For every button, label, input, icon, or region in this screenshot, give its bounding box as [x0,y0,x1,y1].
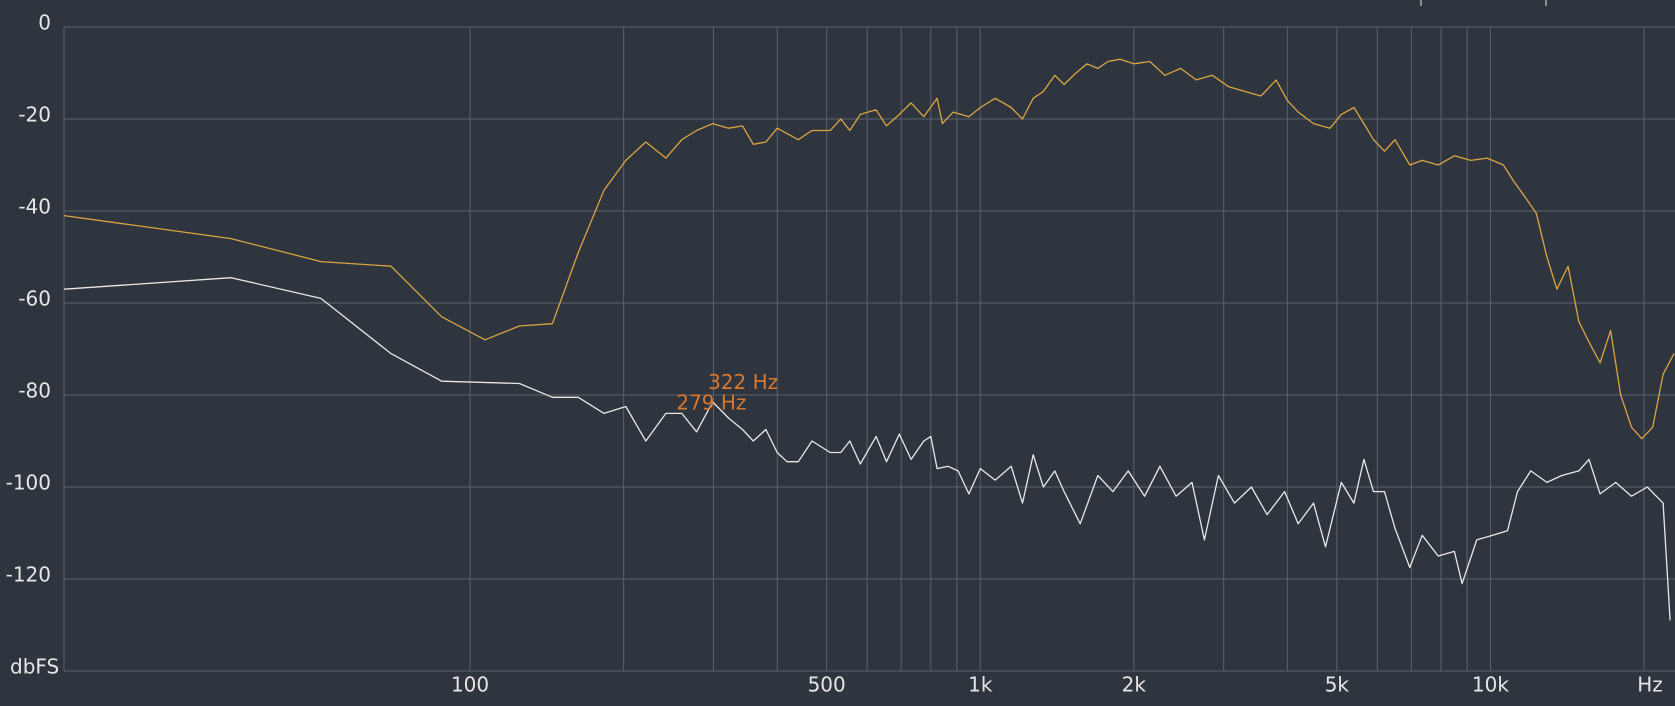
x-tick-label: 5k [1325,673,1350,697]
x-tick-label: 1k [968,673,993,697]
peak-annotation: 322 Hz [708,370,778,394]
y-tick-label: 0 [38,11,51,35]
x-tick-label: 100 [451,673,489,697]
x-tick-label: 10k [1472,673,1509,697]
y-tick-label: -120 [6,563,51,587]
y-tick-label: -20 [18,103,51,127]
x-tick-label: 2k [1122,673,1147,697]
y-tick-label: -60 [18,287,51,311]
y-tick-label: -80 [18,379,51,403]
y-tick-label: -100 [6,471,51,495]
y-axis-label: dbFS [10,655,59,679]
x-axis-label: Hz [1637,673,1663,697]
peak-annotation: 279 Hz [676,391,746,415]
y-tick-label: -40 [18,195,51,219]
spectrum-line [63,277,1671,621]
spectrum-line [63,58,1675,440]
x-tick-label: 500 [808,673,846,697]
